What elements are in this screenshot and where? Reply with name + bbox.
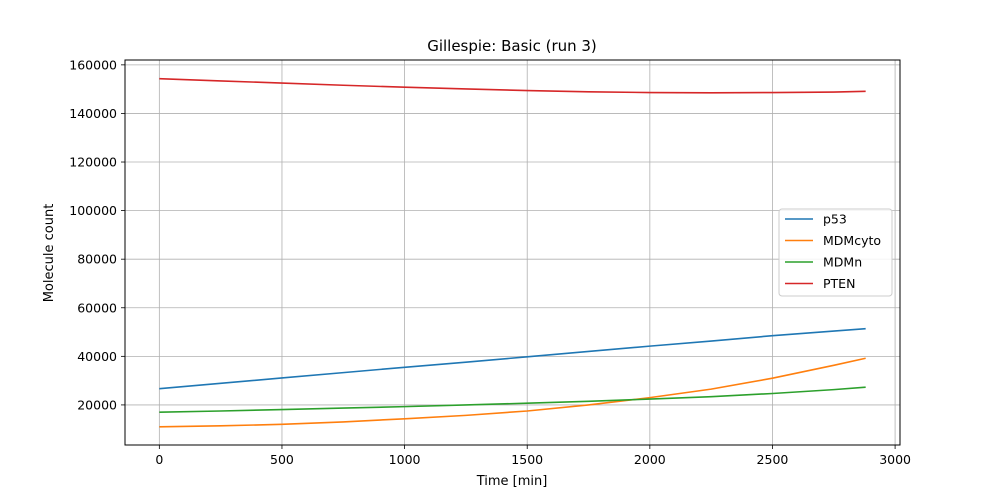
y-tick-label: 120000 (69, 155, 117, 170)
series-line-pten (159, 77, 866, 94)
y-tick-label: 20000 (77, 397, 117, 412)
x-tick-label: 3000 (879, 452, 911, 467)
y-tick-label: 40000 (77, 349, 117, 364)
series-line-p53 (159, 327, 866, 390)
x-tick-label: 0 (155, 452, 163, 467)
x-axis-title: Time [min] (476, 474, 548, 489)
chart-title: Gillespie: Basic (run 3) (427, 37, 597, 55)
y-axis-title: Molecule count (42, 204, 57, 303)
legend-label-mdmcyto: MDMcyto (823, 233, 881, 248)
y-tick-label: 60000 (77, 300, 117, 315)
series-line-mdmcyto (159, 357, 866, 428)
series-lines (159, 77, 866, 428)
legend: p53 MDMcyto MDMn PTEN (778, 208, 893, 297)
series-line-mdmn (159, 386, 866, 414)
legend-label-mdmn: MDMn (823, 255, 862, 270)
axis-ticks: 0 500 1000 1500 2000 2500 3000 20000 40000 60000 8… (69, 57, 911, 467)
x-tick-label: 2000 (634, 452, 666, 467)
y-tick-label: 100000 (69, 203, 117, 218)
plot-frame (124, 59, 901, 446)
legend-label-pten: PTEN (823, 276, 855, 291)
y-tick-label: 80000 (77, 252, 117, 267)
x-tick-label: 500 (270, 452, 294, 467)
legend-box (778, 208, 893, 297)
x-tick-label: 2500 (757, 452, 789, 467)
grid (125, 60, 900, 445)
x-tick-label: 1500 (511, 452, 543, 467)
y-tick-label: 160000 (69, 57, 117, 72)
x-tick-label: 1000 (389, 452, 421, 467)
y-tick-label: 140000 (69, 106, 117, 121)
legend-label-p53: p53 (823, 212, 847, 227)
